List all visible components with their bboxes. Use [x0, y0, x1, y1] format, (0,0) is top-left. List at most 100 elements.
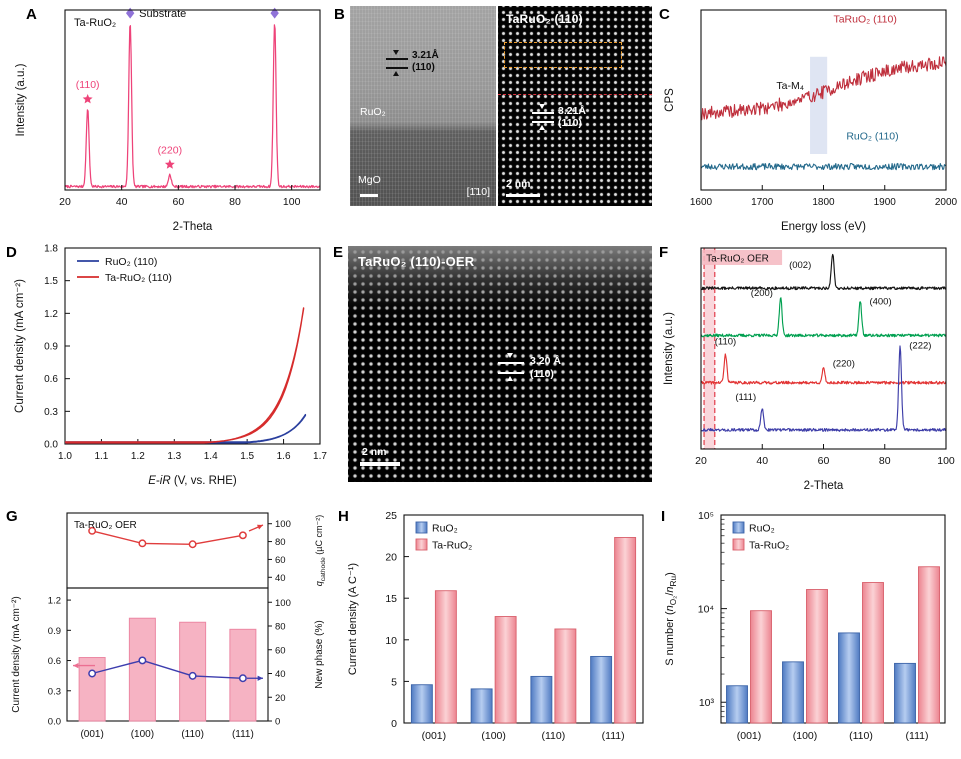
svg-text:0: 0 — [391, 718, 397, 730]
svg-text:Substrate: Substrate — [139, 8, 186, 20]
svg-text:(100): (100) — [481, 730, 506, 742]
svg-text:(111): (111) — [735, 392, 756, 403]
lattice-plane-label: (110) — [530, 368, 554, 380]
svg-text:(100): (100) — [131, 729, 154, 740]
svg-text:40: 40 — [116, 196, 128, 208]
d-spacing-arrow-down-icon — [539, 104, 545, 109]
panel-g-letter: G — [6, 508, 18, 525]
svg-text:(111): (111) — [906, 730, 929, 742]
panel-e-tem-image: TaRuO₂ (110)-OER 3.20 Å (110) 2 nm — [348, 246, 652, 482]
svg-text:(001): (001) — [737, 730, 762, 742]
d-spacing-arrow-down-icon — [507, 353, 513, 358]
lattice-plane-label: (110) — [558, 117, 582, 129]
svg-text:S number (nO₂/nRu): S number (nO₂/nRu) — [664, 572, 678, 666]
panel-f-letter: F — [659, 244, 669, 261]
panel-h-bar-chart: 0 5 10 15 20 25 (001) (100) (110) (111) RuO₂ Ta-RuO… — [347, 510, 644, 742]
svg-text:1.5: 1.5 — [44, 276, 58, 287]
svg-text:20: 20 — [385, 552, 397, 564]
svg-text:Current density (A C⁻¹): Current density (A C⁻¹) — [347, 563, 359, 675]
svg-text:0.0: 0.0 — [44, 440, 58, 451]
svg-text:0.9: 0.9 — [44, 342, 58, 353]
svg-text:1800: 1800 — [812, 197, 835, 208]
interface-dashed-line — [498, 94, 652, 95]
svg-text:Ta-RuO₂: Ta-RuO₂ — [74, 17, 116, 29]
svg-text:100: 100 — [937, 455, 955, 467]
svg-text:1.7: 1.7 — [313, 451, 327, 462]
scale-bar — [506, 194, 540, 197]
d-spacing-value-label: 3.21Å — [412, 50, 439, 61]
svg-text:40: 40 — [275, 573, 286, 584]
d-spacing-arrow-up-icon — [393, 71, 399, 76]
lattice-plane-label: (110) — [412, 62, 435, 73]
panel-g-dual-axis-chart: 40 60 80 100 Ta-RuO₂ OER qcathode (µC cm⁻²) 0.… — [11, 512, 327, 740]
svg-text:5: 5 — [391, 676, 397, 688]
svg-text:(001): (001) — [80, 729, 103, 740]
svg-text:RuO₂ (110): RuO₂ (110) — [846, 131, 898, 143]
svg-text:(110): (110) — [715, 336, 736, 347]
svg-text:10³: 10³ — [699, 697, 715, 709]
svg-text:1.2: 1.2 — [48, 596, 61, 607]
svg-text:80: 80 — [275, 537, 286, 548]
svg-text:1900: 1900 — [874, 197, 897, 208]
svg-text:(002): (002) — [789, 260, 811, 271]
zone-axis-label: [1̄10] — [466, 186, 490, 198]
svg-text:CPS: CPS — [664, 88, 676, 112]
svg-text:100: 100 — [283, 196, 301, 208]
svg-text:Intensity (a.u.): Intensity (a.u.) — [663, 312, 675, 385]
svg-text:(111): (111) — [232, 729, 254, 740]
svg-text:Intensity (a.u.): Intensity (a.u.) — [15, 63, 27, 136]
svg-text:(200): (200) — [751, 288, 773, 299]
svg-text:2000: 2000 — [935, 197, 958, 208]
panel-a-xrd-chart: (110) Substrate (220) 20 40 60 80 100 2-Theta Int… — [15, 7, 321, 233]
d-spacing-arrow-down-icon — [393, 50, 399, 55]
panel-c-eels-chart: 1600 1700 1800 1900 2000 Energy loss (eV) CPS T… — [664, 9, 958, 233]
svg-text:25: 25 — [385, 510, 397, 522]
d-spacing-value-label: 3.20 Å — [530, 355, 561, 367]
stem-title: TaRuO₂ (110)-OER — [358, 254, 475, 269]
panel-e-letter: E — [333, 244, 344, 261]
svg-text:60: 60 — [275, 555, 286, 566]
stem-title: TaRuO₂ (110) — [506, 12, 583, 26]
panel-d-letter: D — [6, 244, 17, 261]
svg-text:0.0: 0.0 — [48, 717, 61, 728]
d-spacing-line-top — [498, 362, 524, 364]
svg-text:1.2: 1.2 — [131, 451, 145, 462]
panel-i-letter: I — [661, 508, 666, 525]
panel-f-xrd-stack-chart: (002) (200) (400) (110) (220) (111) (222) 20 40 6… — [663, 247, 955, 492]
svg-text:2-Theta: 2-Theta — [804, 480, 844, 492]
svg-text:0.9: 0.9 — [48, 626, 61, 637]
svg-text:80: 80 — [879, 455, 891, 467]
svg-text:20: 20 — [695, 455, 707, 467]
svg-text:Ta-M₄: Ta-M₄ — [776, 80, 804, 92]
svg-text:(111): (111) — [602, 730, 625, 742]
svg-text:60: 60 — [172, 196, 184, 208]
svg-text:20: 20 — [275, 693, 286, 704]
ruo2-layer-label: RuO₂ — [360, 106, 386, 118]
svg-text:RuO₂: RuO₂ — [432, 523, 458, 535]
svg-text:(110): (110) — [181, 729, 204, 740]
d-spacing-arrow-up-icon — [539, 125, 545, 130]
svg-text:(110): (110) — [849, 730, 873, 742]
svg-text:(220): (220) — [158, 145, 183, 157]
svg-text:1.5: 1.5 — [240, 451, 254, 462]
tem-lattice-texture — [350, 6, 496, 206]
svg-text:Current density (mA cm⁻²): Current density (mA cm⁻²) — [14, 279, 26, 413]
svg-text:Energy loss (eV): Energy loss (eV) — [781, 221, 866, 233]
svg-text:80: 80 — [275, 622, 286, 633]
svg-text:qcathode (µC cm⁻²): qcathode (µC cm⁻²) — [314, 515, 327, 586]
svg-text:1.0: 1.0 — [58, 451, 72, 462]
svg-text:RuO₂ (110): RuO₂ (110) — [105, 256, 157, 268]
svg-text:(100): (100) — [793, 730, 818, 742]
highlight-dashed-box — [504, 42, 622, 68]
svg-text:10⁴: 10⁴ — [698, 604, 714, 616]
panel-a-letter: A — [26, 6, 37, 23]
svg-text:TaRuO₂ (110): TaRuO₂ (110) — [833, 14, 896, 26]
d-spacing-line-top — [386, 58, 408, 60]
svg-text:Ta-RuO₂: Ta-RuO₂ — [749, 540, 789, 552]
svg-text:10⁵: 10⁵ — [698, 510, 714, 522]
svg-text:Ta-RuO₂: Ta-RuO₂ — [432, 540, 472, 552]
svg-text:(001): (001) — [422, 730, 447, 742]
svg-text:15: 15 — [385, 593, 397, 605]
scale-bar — [360, 194, 378, 197]
